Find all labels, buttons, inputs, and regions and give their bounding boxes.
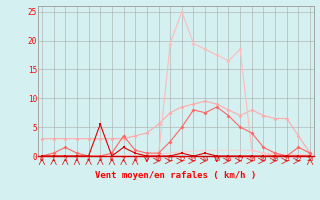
X-axis label: Vent moyen/en rafales ( km/h ): Vent moyen/en rafales ( km/h ) <box>95 171 257 180</box>
